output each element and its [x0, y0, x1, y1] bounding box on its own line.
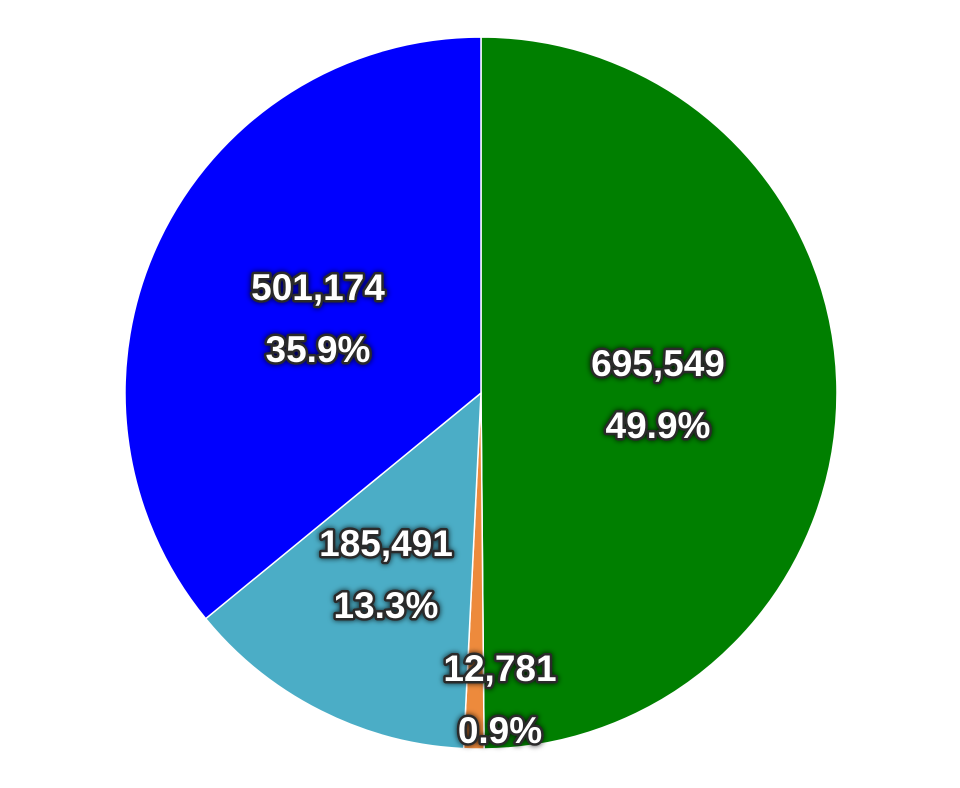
percent-label: 0.9%: [458, 710, 542, 751]
value-label: 12,781: [443, 648, 556, 689]
value-label: 695,549: [591, 343, 725, 384]
pie-slice: [204, 391, 482, 750]
value-label: 185,491: [319, 523, 453, 564]
percent-label: 35.9%: [266, 329, 371, 370]
percent-label: 13.3%: [334, 585, 439, 626]
pie-slice: [124, 36, 482, 620]
percent-label: 49.9%: [606, 405, 711, 446]
value-label: 501,174: [251, 267, 385, 308]
pie-slice: [480, 36, 838, 750]
